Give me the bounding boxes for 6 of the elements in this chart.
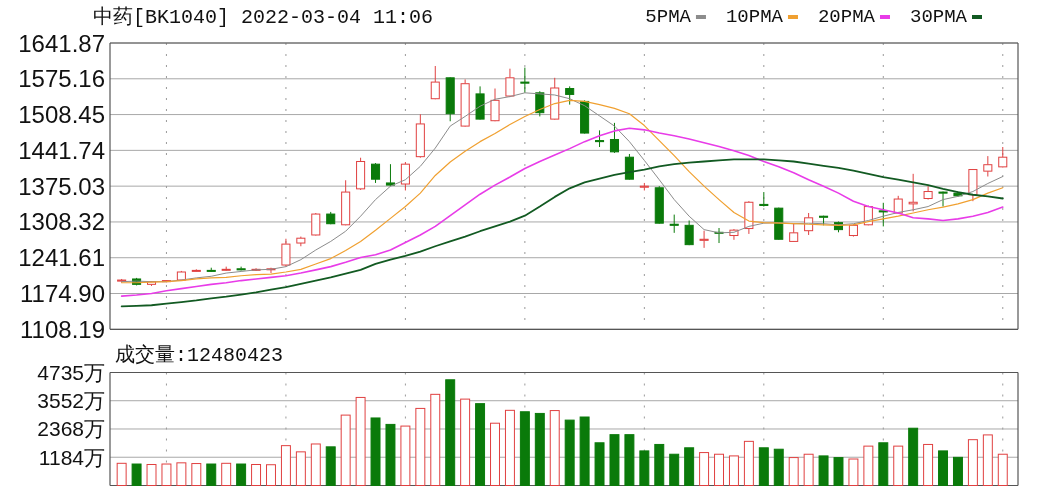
legend-label: 30PMA: [909, 6, 968, 28]
title: 成交量:12480423: [115, 343, 284, 367]
title: 中药[BK1040] 2022-03-04 11:06: [93, 5, 434, 29]
legend-label: 20PMA: [817, 6, 876, 28]
legend-label: 10PMA: [725, 6, 784, 28]
legend-label: 5PMA: [645, 6, 692, 28]
